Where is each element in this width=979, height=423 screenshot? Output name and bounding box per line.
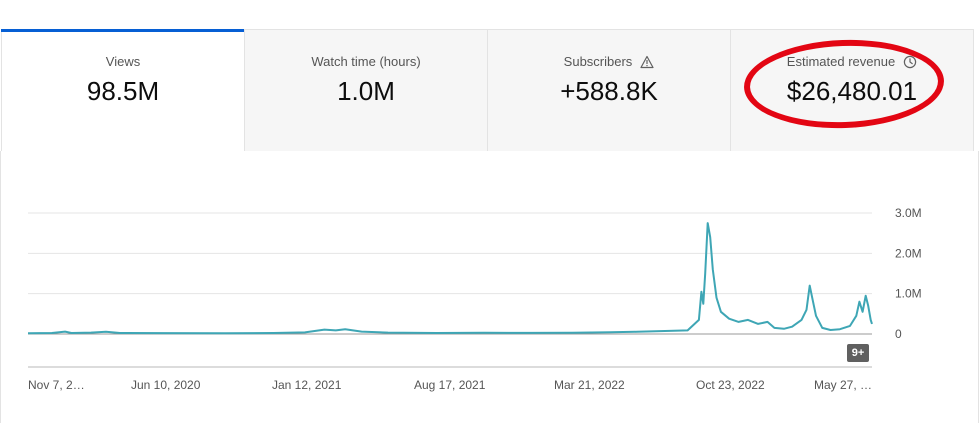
y-tick-label: 2.0M (895, 246, 922, 260)
metric-tab-views[interactable]: Views 98.5M (1, 29, 244, 151)
metric-label: Watch time (hours) (245, 54, 487, 69)
warning-icon[interactable] (640, 55, 654, 69)
y-tick-label: 3.0M (895, 206, 922, 220)
x-tick-label: Oct 23, 2022 (696, 378, 765, 392)
metric-label-text: Views (105, 54, 141, 69)
metric-value: +588.8K (560, 76, 658, 106)
metric-label: Subscribers (488, 54, 730, 69)
metric-value: 98.5M (86, 76, 160, 106)
views-series-line[interactable] (27, 222, 873, 335)
x-tick-label: Nov 7, 2… (28, 378, 85, 392)
metric-tab-subscribers[interactable]: Subscribers +588.8K (487, 30, 730, 151)
x-tick-label: Mar 21, 2022 (554, 378, 625, 392)
metric-label-text: Subscribers (563, 54, 633, 69)
metric-label-text: Watch time (hours) (311, 54, 421, 69)
chart-svg: 3.0M 2.0M 1.0M 0 Nov 7, 2… Jun 10, 2020 Jan 12… (27, 206, 922, 392)
annotation-count-badge[interactable]: 9+ (847, 344, 869, 362)
metric-label: Estimated revenue (731, 54, 973, 69)
x-tick-label: Aug 17, 2021 (414, 378, 486, 392)
metric-tab-estimated-revenue[interactable]: Estimated revenue $26,480.01 (730, 30, 973, 151)
x-tick-label: Jun 10, 2020 (131, 378, 201, 392)
metric-label-text: Estimated revenue (786, 54, 896, 69)
metric-value: 1.0M (337, 76, 395, 106)
metric-value: $26,480.01 (786, 76, 918, 106)
y-tick-label: 1.0M (895, 287, 922, 301)
metric-tabs: Views 98.5M Watch time (hours) 1.0M Subscrib… (1, 29, 974, 151)
x-tick-label: Jan 12, 2021 (272, 378, 342, 392)
x-tick-label: May 27, … (814, 378, 872, 392)
views-chart: 3.0M 2.0M 1.0M 0 Nov 7, 2… Jun 10, 2020 Jan 12… (0, 151, 979, 423)
metric-tab-watch-time-hours[interactable]: Watch time (hours) 1.0M (244, 30, 487, 151)
clock-icon[interactable] (903, 55, 917, 69)
y-tick-label: 0 (895, 327, 902, 341)
metric-label: Views (2, 54, 244, 69)
